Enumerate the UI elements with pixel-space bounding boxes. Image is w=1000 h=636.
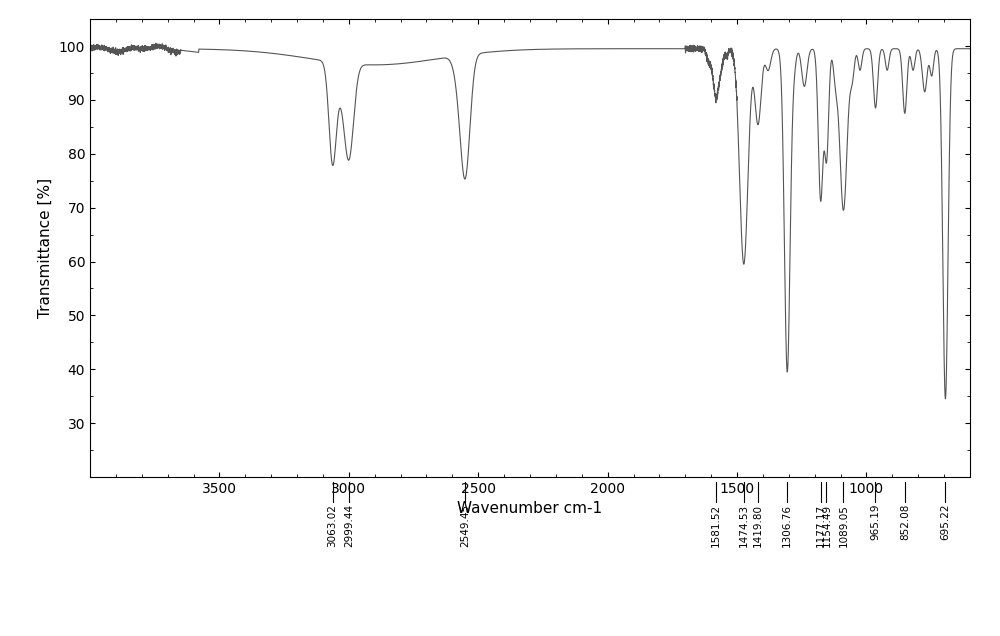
Text: 3063.02: 3063.02: [328, 504, 338, 546]
Text: 1306.76: 1306.76: [782, 504, 792, 547]
Text: 1177.17: 1177.17: [816, 504, 826, 547]
Text: 1154.49: 1154.49: [821, 504, 831, 547]
Text: 2999.44: 2999.44: [344, 504, 354, 547]
Text: 1419.80: 1419.80: [753, 504, 763, 547]
Text: 2549.45: 2549.45: [460, 504, 470, 547]
Text: 1474.53: 1474.53: [739, 504, 749, 547]
Text: 1089.05: 1089.05: [838, 504, 848, 546]
Text: 852.08: 852.08: [900, 504, 910, 540]
Y-axis label: Transmittance [%]: Transmittance [%]: [38, 178, 53, 318]
Text: 965.19: 965.19: [870, 504, 880, 540]
Text: 1581.52: 1581.52: [711, 504, 721, 547]
X-axis label: Wavenumber cm-1: Wavenumber cm-1: [457, 501, 603, 516]
Text: 695.22: 695.22: [940, 504, 950, 540]
